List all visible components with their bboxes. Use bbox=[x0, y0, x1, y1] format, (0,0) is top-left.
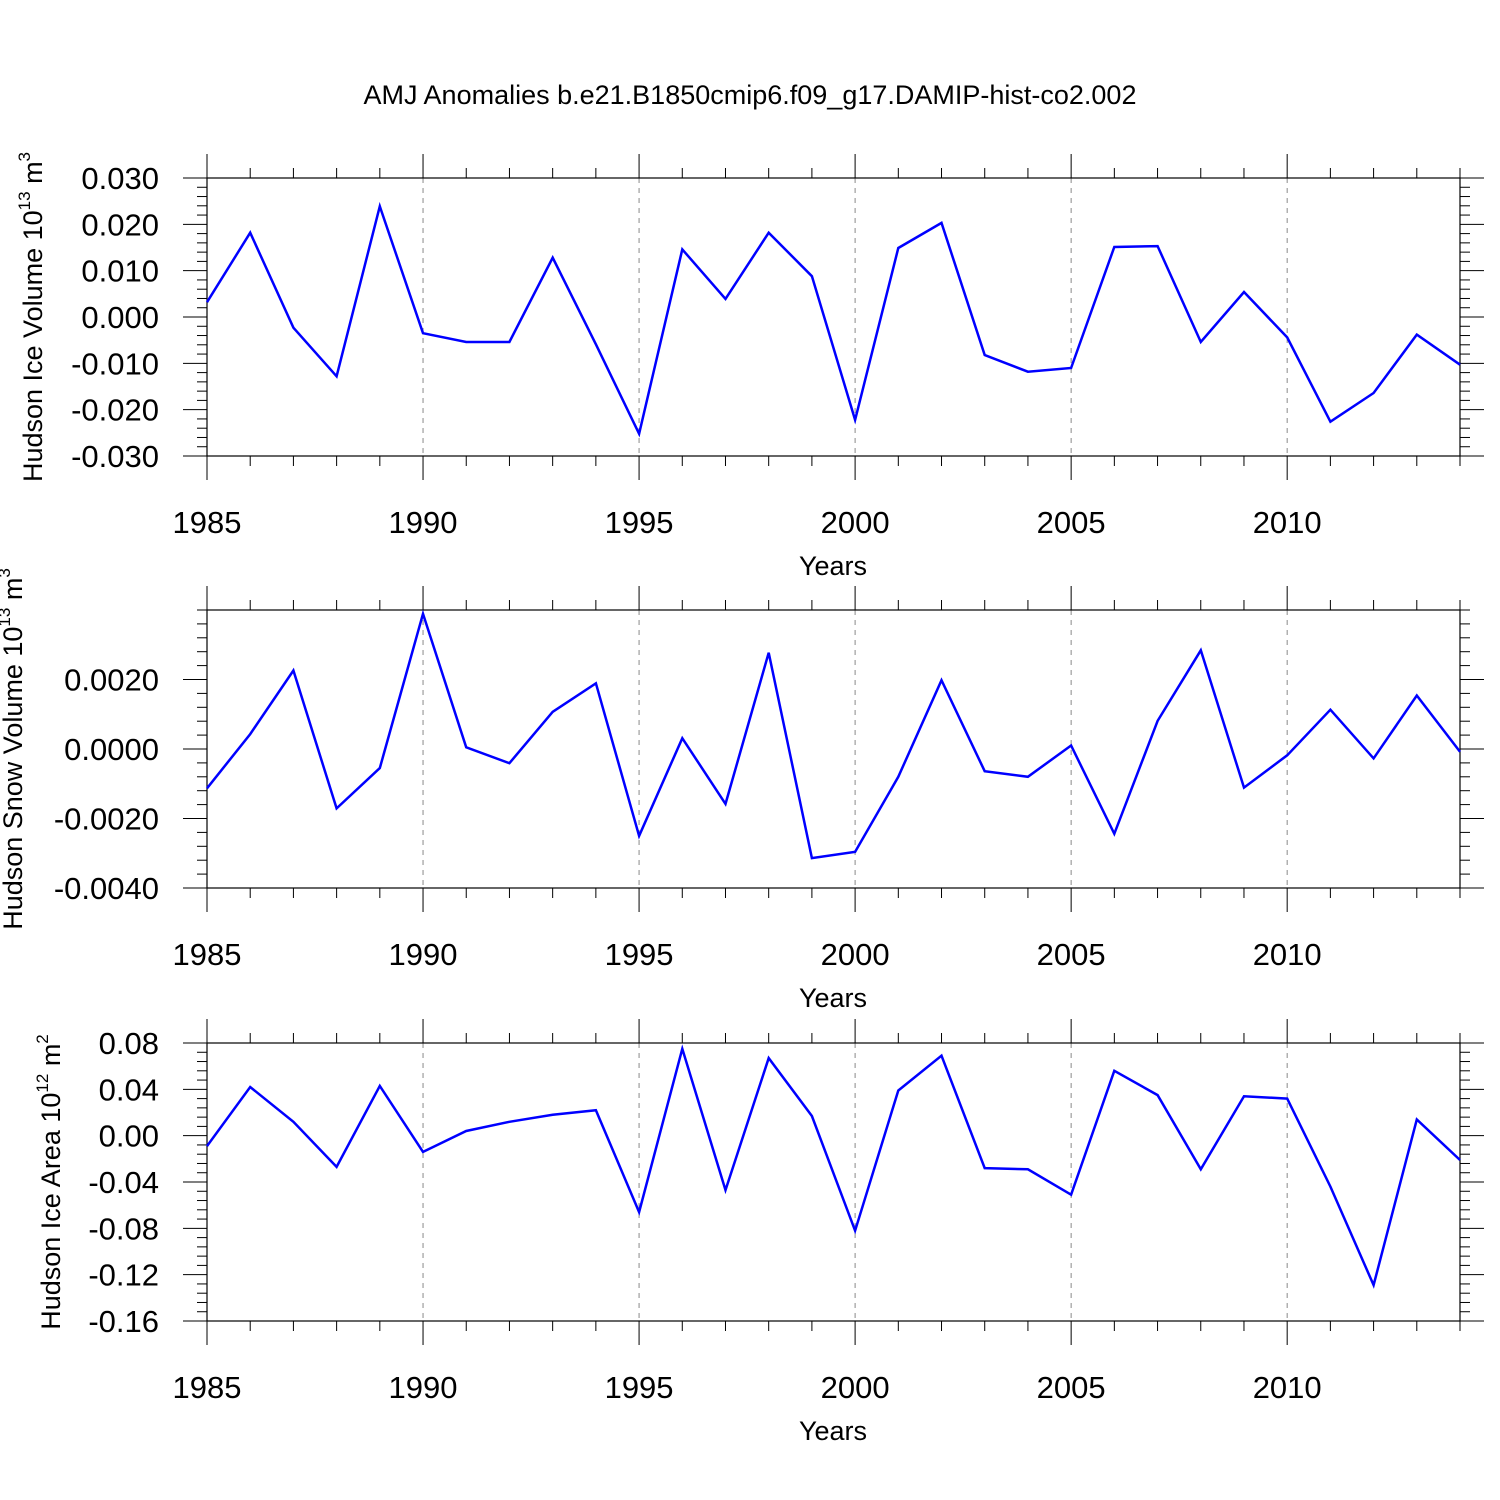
y-axis-label: Hudson Ice Area 1012 m2 bbox=[33, 1034, 66, 1330]
y-tick-label: -0.16 bbox=[88, 1304, 159, 1339]
y-tick-label: 0.000 bbox=[81, 300, 159, 335]
y-axis-label: Hudson Ice Volume 1013 m3 bbox=[15, 152, 48, 482]
y-tick-label: 0.0020 bbox=[64, 663, 159, 698]
plot-frame bbox=[206, 177, 1461, 457]
x-tick-label: 1990 bbox=[389, 1370, 458, 1405]
panels: -0.030 -0.020 -0.010 0.000 0.010 0.020 0.030 19… bbox=[0, 152, 1484, 1446]
series-line bbox=[206, 609, 1461, 860]
y-tick-label: 0.08 bbox=[99, 1026, 159, 1061]
x-tick-label: 1990 bbox=[389, 937, 458, 972]
x-axis-label: Years bbox=[799, 983, 867, 1013]
x-axis-label: Years bbox=[799, 551, 867, 581]
plot-frame bbox=[206, 609, 1461, 889]
x-axis-label: Years bbox=[799, 1416, 867, 1446]
y-tick-label: 0.0000 bbox=[64, 732, 159, 767]
y-tick-label: -0.030 bbox=[71, 439, 159, 474]
chart-title: AMJ Anomalies b.e21.B1850cmip6.f09_g17.D… bbox=[364, 80, 1137, 110]
y-tick-label: 0.020 bbox=[81, 207, 159, 242]
x-tick-label: 1985 bbox=[173, 937, 242, 972]
y-tick-label: 0.010 bbox=[81, 254, 159, 289]
x-tick-label: 2010 bbox=[1253, 937, 1322, 972]
x-tick-label: 1985 bbox=[173, 505, 242, 540]
x-tick-label: 1985 bbox=[173, 1370, 242, 1405]
y-tick-label: 0.04 bbox=[99, 1072, 159, 1107]
x-tick-label: 1995 bbox=[605, 1370, 674, 1405]
y-tick-label: -0.020 bbox=[71, 393, 159, 428]
x-tick-label: 1995 bbox=[605, 505, 674, 540]
x-tick-label: 2005 bbox=[1037, 937, 1106, 972]
x-tick-label: 2000 bbox=[821, 505, 890, 540]
x-tick-label: 1990 bbox=[389, 505, 458, 540]
y-tick-label: -0.04 bbox=[88, 1165, 159, 1200]
x-tick-label: 2005 bbox=[1037, 1370, 1106, 1405]
y-tick-label: 0.00 bbox=[99, 1119, 159, 1154]
y-tick-label: -0.12 bbox=[88, 1258, 159, 1293]
x-tick-label: 2010 bbox=[1253, 505, 1322, 540]
panel-2: -0.0040 -0.0020 0.0000 0.0020 1985 1990 1995 20… bbox=[0, 568, 1484, 1013]
y-tick-label: -0.010 bbox=[71, 346, 159, 381]
x-tick-label: 2000 bbox=[821, 1370, 890, 1405]
series-line bbox=[205, 201, 1461, 438]
panel-3: -0.16 -0.12 -0.08 -0.04 0.00 0.04 0.08 1985 1990… bbox=[33, 1019, 1484, 1446]
x-tick-label: 2010 bbox=[1253, 1370, 1322, 1405]
y-tick-label: -0.0020 bbox=[54, 802, 159, 837]
panel-1: -0.030 -0.020 -0.010 0.000 0.010 0.020 0.030 19… bbox=[15, 152, 1484, 581]
y-tick-label: 0.030 bbox=[81, 161, 159, 196]
y-axis-label: Hudson Snow Volume 1013 m3 bbox=[0, 568, 28, 930]
x-tick-label: 2005 bbox=[1037, 505, 1106, 540]
x-tick-label: 2000 bbox=[821, 937, 890, 972]
y-tick-label: -0.0040 bbox=[54, 871, 159, 906]
y-tick-label: -0.08 bbox=[88, 1211, 159, 1246]
x-tick-label: 1995 bbox=[605, 937, 674, 972]
series-line bbox=[205, 1044, 1461, 1289]
plot-frame bbox=[206, 1042, 1461, 1322]
